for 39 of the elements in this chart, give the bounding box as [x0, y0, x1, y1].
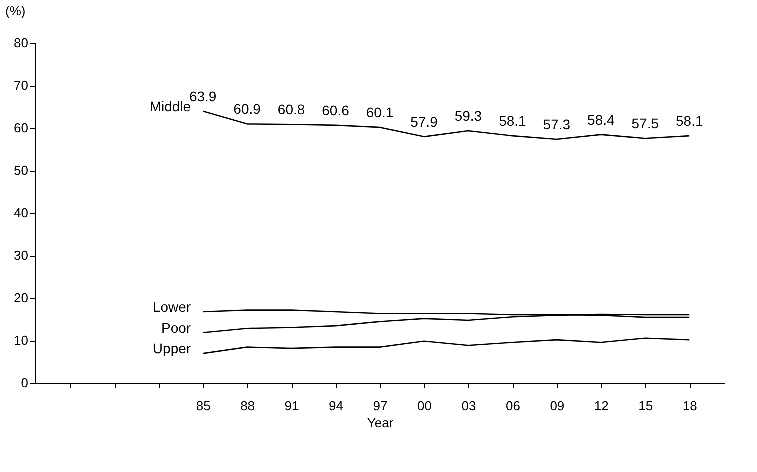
- data-label: 60.9: [234, 101, 262, 118]
- data-label: 60.8: [278, 102, 306, 118]
- x-tick-label: 00: [417, 398, 432, 414]
- x-tick-label: 88: [240, 398, 256, 414]
- x-tick-label: 06: [506, 398, 520, 414]
- data-label: 58.1: [676, 113, 704, 130]
- series-label: Lower: [152, 299, 192, 316]
- data-label: 63.9: [189, 88, 217, 104]
- data-label: 58.4: [588, 112, 615, 128]
- series-label: Poor: [162, 320, 192, 336]
- y-axis-title: (%): [6, 4, 26, 18]
- y-tick-label: 40: [14, 206, 28, 220]
- y-tick-label: 80: [14, 36, 28, 50]
- y-tick-label: 60: [14, 120, 28, 136]
- data-label: 57.3: [543, 116, 571, 132]
- series-label: Middle: [150, 98, 192, 114]
- y-tick-label: 10: [14, 333, 28, 348]
- data-label: 60.1: [366, 104, 394, 121]
- x-tick-label: 15: [638, 398, 654, 414]
- x-tick-label: 09: [550, 398, 565, 414]
- data-label: 57.9: [410, 114, 438, 130]
- x-tick-label: 91: [284, 398, 300, 414]
- y-tick-label: 50: [14, 163, 28, 178]
- x-tick-label: 18: [682, 398, 698, 414]
- data-label: 59.3: [454, 108, 482, 124]
- y-tick-label: 20: [14, 290, 28, 306]
- x-tick-label: 85: [196, 398, 211, 414]
- y-tick-label: 70: [14, 78, 28, 93]
- x-axis-title: Year: [367, 416, 394, 430]
- x-tick-label: 94: [329, 398, 344, 414]
- series-label: Upper: [152, 340, 192, 357]
- x-tick-label: 97: [373, 398, 388, 414]
- data-label: 60.6: [322, 102, 350, 118]
- y-tick-label: 0: [21, 376, 28, 390]
- x-tick-label: 03: [462, 398, 476, 414]
- data-label: 58.1: [499, 113, 527, 130]
- x-tick-label: 12: [594, 398, 609, 414]
- data-label: 57.5: [632, 116, 660, 132]
- y-tick-label: 30: [14, 248, 28, 263]
